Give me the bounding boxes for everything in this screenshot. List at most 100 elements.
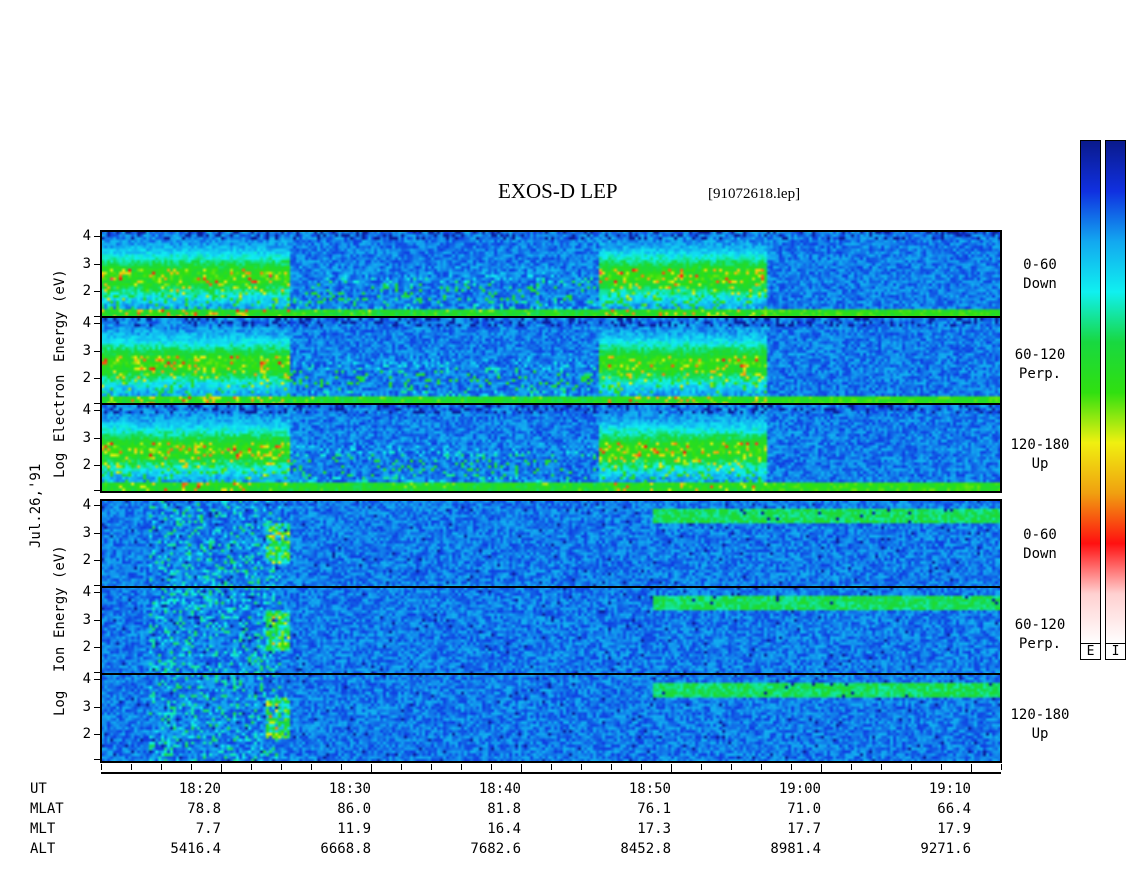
time-axis-line (101, 772, 1001, 774)
electron-axis-log-label: Log (52, 452, 68, 478)
x-minor-tick (191, 764, 192, 770)
x-tick-label: 19:00 (778, 781, 821, 797)
pitch-direction: Up (1031, 726, 1049, 742)
x-tick-label: 18:40 (478, 781, 521, 797)
pitch-angle-range: 60-120 (1014, 347, 1066, 363)
panel-separator (100, 586, 1002, 588)
y-tick-mark (94, 733, 101, 735)
pitch-angle-range: 120-180 (1010, 437, 1070, 453)
x-major-tick (671, 764, 672, 772)
ephemeris-value: 17.9 (937, 821, 971, 837)
y-tick-mark (94, 464, 101, 466)
x-minor-tick (791, 764, 792, 770)
ion-down-spectrogram (101, 500, 1001, 587)
ephemeris-value: 16.4 (487, 821, 521, 837)
ephemeris-value: 76.1 (637, 801, 671, 817)
y-tick-mark (94, 505, 101, 507)
y-tick-mark (94, 532, 101, 534)
x-minor-tick (611, 764, 612, 770)
electron-axis-species-label: Electron (52, 374, 68, 442)
y-tick-mark (94, 619, 101, 621)
y-tick-mark (94, 585, 101, 586)
pitch-label-electron-perp: 60-120 Perp. (995, 346, 1085, 384)
y-tick-label: 3 (82, 342, 91, 359)
electron-axis-energy-label: Energy (eV) (52, 269, 68, 362)
x-minor-tick (581, 764, 582, 770)
ephemeris-value: 66.4 (937, 801, 971, 817)
x-minor-tick (701, 764, 702, 770)
y-tick-label: 2 (82, 725, 91, 742)
ephemeris-value: 7682.6 (470, 841, 521, 857)
x-major-tick (221, 764, 222, 772)
pitch-angle-range: 120-180 (1010, 707, 1070, 723)
pitch-direction: Down (1023, 546, 1057, 562)
y-tick-mark (94, 759, 101, 760)
pitch-label-electron-down: 0-60 Down (995, 256, 1085, 294)
ephemeris-value: 71.0 (787, 801, 821, 817)
ion-colorbar-key: I (1105, 643, 1126, 660)
ephemeris-value: 5416.4 (170, 841, 221, 857)
x-minor-tick (911, 764, 912, 770)
alt-label: ALT (30, 841, 56, 857)
x-minor-tick (311, 764, 312, 770)
pitch-direction: Up (1031, 456, 1049, 472)
y-tick-label: 4 (82, 671, 91, 688)
y-tick-label: 3 (82, 255, 91, 272)
y-tick-mark (94, 323, 101, 325)
x-minor-tick (431, 764, 432, 770)
mlt-label: MLT (30, 821, 56, 837)
y-tick-mark (94, 350, 101, 352)
ephemeris-value: 78.8 (187, 801, 221, 817)
x-minor-tick (281, 764, 282, 770)
y-tick-mark (94, 490, 101, 491)
x-major-tick (371, 764, 372, 772)
pitch-direction: Perp. (1018, 366, 1062, 382)
y-tick-mark (94, 403, 101, 404)
x-major-tick (521, 764, 522, 772)
pitch-label-ion-up: 120-180 Up (995, 706, 1085, 744)
ephemeris-value: 7.7 (195, 821, 221, 837)
y-tick-mark (94, 410, 101, 412)
ion-perp-spectrogram (101, 587, 1001, 674)
y-tick-label: 3 (82, 429, 91, 446)
ephemeris-value: 17.3 (637, 821, 671, 837)
x-minor-tick (881, 764, 882, 770)
pitch-angle-range: 60-120 (1014, 617, 1066, 633)
pitch-direction: Perp. (1018, 636, 1062, 652)
x-minor-tick (761, 764, 762, 770)
x-major-tick (971, 764, 972, 772)
pitch-label-ion-perp: 60-120 Perp. (995, 616, 1085, 654)
electron-down-spectrogram (101, 231, 1001, 318)
y-tick-label: 2 (82, 369, 91, 386)
x-minor-tick (941, 764, 942, 770)
x-minor-tick (341, 764, 342, 770)
date-label: Jul.26,'91 (28, 463, 44, 548)
ephemeris-value: 8452.8 (620, 841, 671, 857)
ion-axis-energy-label: Energy (eV) (52, 545, 68, 638)
x-minor-tick (851, 764, 852, 770)
y-tick-mark (94, 679, 101, 681)
pitch-direction: Down (1023, 276, 1057, 292)
x-tick-label: 19:10 (928, 781, 971, 797)
panel-separator (100, 316, 1002, 318)
ion-colorbar (1105, 140, 1126, 645)
file-name: [91072618.lep] (708, 186, 801, 202)
y-tick-mark (94, 559, 101, 561)
y-tick-label: 3 (82, 698, 91, 715)
electron-up-spectrogram (101, 405, 1001, 491)
x-minor-tick (551, 764, 552, 770)
y-tick-mark (94, 646, 101, 648)
x-minor-tick (131, 764, 132, 770)
y-tick-label: 3 (82, 611, 91, 628)
ephemeris-value: 81.8 (487, 801, 521, 817)
panel-separator (100, 673, 1002, 675)
y-tick-label: 4 (82, 497, 91, 514)
x-minor-tick (461, 764, 462, 770)
electron-perp-spectrogram (101, 318, 1001, 405)
x-minor-tick (641, 764, 642, 770)
x-minor-tick (731, 764, 732, 770)
ion-up-spectrogram (101, 674, 1001, 762)
x-minor-tick (401, 764, 402, 770)
pitch-label-ion-down: 0-60 Down (995, 526, 1085, 564)
ephemeris-value: 17.7 (787, 821, 821, 837)
